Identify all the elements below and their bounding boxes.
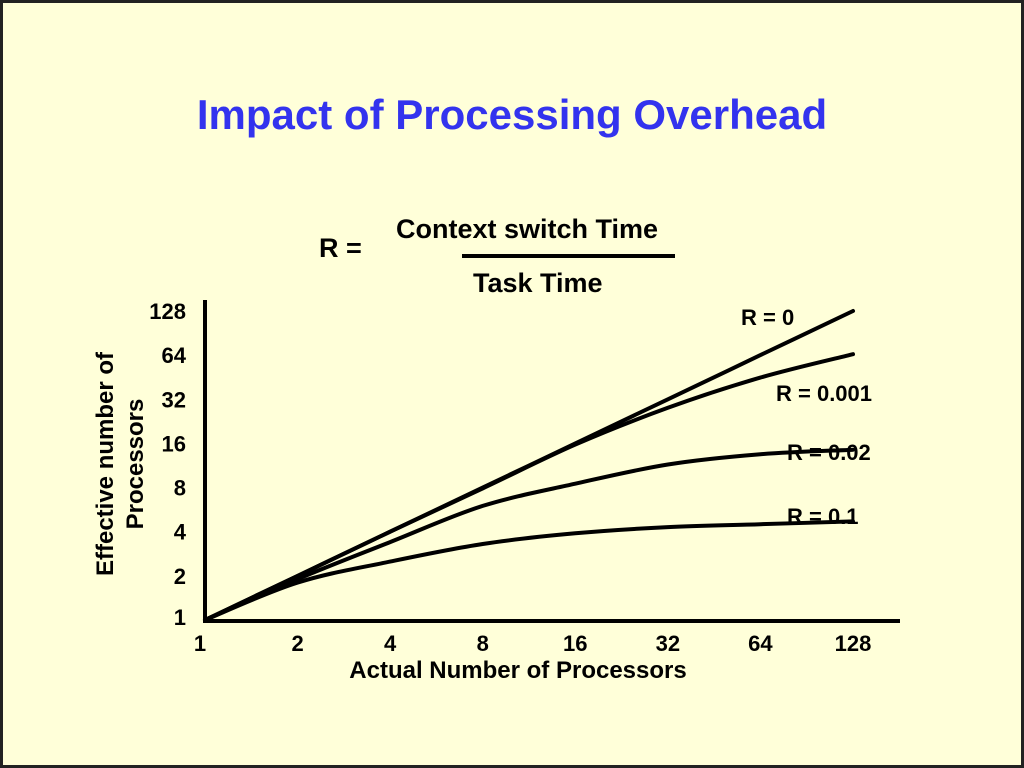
chart-title: Impact of Processing Overhead [196, 91, 828, 138]
formula-fraction-bar [462, 254, 675, 258]
series-line [203, 352, 855, 622]
series-label: R = 0.1 [787, 504, 859, 529]
series-line [203, 447, 855, 622]
y-axis-label-line: Effective number of [92, 351, 119, 576]
x-tick-label: 4 [384, 631, 397, 656]
chart-plot: 1 2 4 8 16 32 64 128 1 2 4 8 16 32 64 128 Actual Number … [92, 299, 900, 684]
x-axis-label: Actual Number of Processors [349, 657, 686, 684]
formula-numerator: Context switch Time [396, 214, 659, 244]
series-label: R = 0.001 [776, 381, 872, 406]
y-axis-label: Effective number of Processors [92, 351, 149, 576]
x-tick-label: 1 [194, 631, 206, 656]
formula-denominator: Task Time [473, 268, 603, 298]
x-tick-label: 64 [748, 631, 773, 656]
y-tick-label: 2 [174, 564, 186, 589]
x-tick-label: 2 [291, 631, 303, 656]
x-tick-label: 32 [656, 631, 680, 656]
y-tick-label: 8 [174, 476, 186, 501]
series-label: R = 0 [741, 305, 794, 330]
x-tick-label: 128 [835, 631, 872, 656]
series-line [203, 519, 855, 622]
y-tick-label: 64 [162, 343, 187, 368]
y-axis-label-line: Processors [122, 399, 149, 530]
y-tick-label: 16 [162, 431, 186, 456]
y-tick-label: 128 [149, 299, 186, 324]
x-tick-label: 16 [563, 631, 587, 656]
y-tick-label: 32 [162, 387, 186, 412]
y-tick-label: 1 [174, 605, 186, 630]
y-tick-label: 4 [174, 520, 187, 545]
series-label: R = 0.02 [787, 440, 871, 465]
x-tick-label: 8 [477, 631, 489, 656]
formula-lhs: R = [319, 233, 362, 263]
